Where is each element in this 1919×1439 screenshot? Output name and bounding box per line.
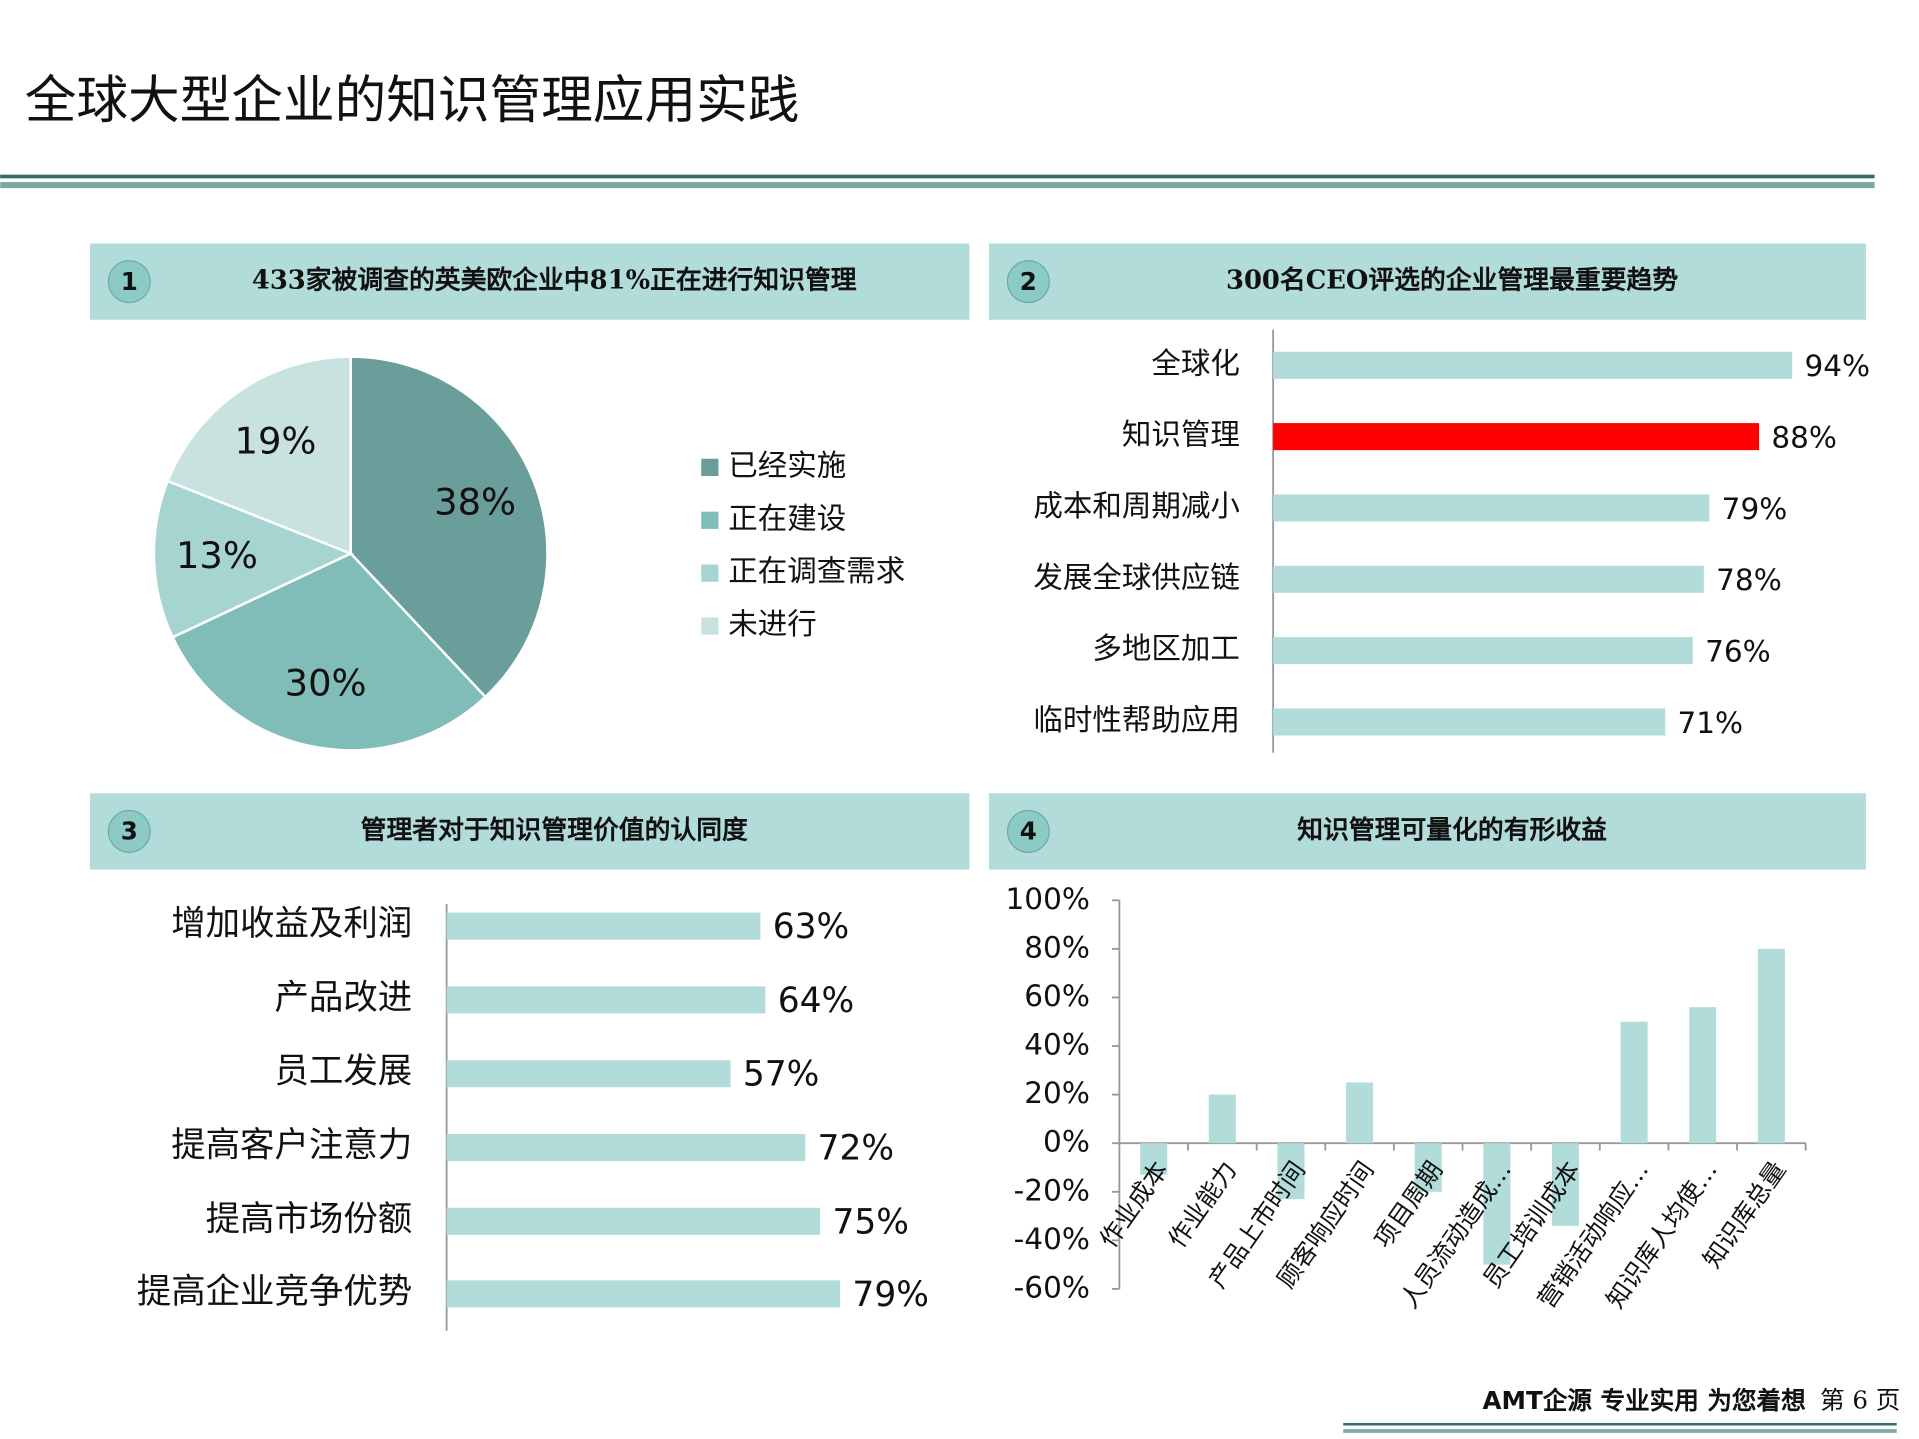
bar [1140,1143,1168,1175]
legend-swatch [701,617,719,635]
data-label: 57% [743,1055,820,1095]
bar [446,912,761,940]
category-label: 成本和周期减小 [1033,489,1240,523]
legend-label: 正在建设 [728,501,846,535]
bar [1273,494,1710,522]
legend-label: 正在调查需求 [728,554,905,588]
footer-page: 第 6 页 [1820,1386,1900,1415]
panel-title: 管理者对于知识管理价值的认同度 [361,814,748,845]
panel-number: 4 [1020,817,1037,846]
pie-slice [166,355,352,556]
bar [446,1060,731,1088]
panel-title: 433家被调查的英美欧企业中81%正在进行知识管理 [252,265,857,296]
y-tick-label: 20% [1024,1076,1090,1110]
category-label: 产品改进 [274,978,412,1018]
panel-title: 300名CEO评选的企业管理最重要趋势 [1226,265,1678,296]
data-label: 75% [833,1202,910,1242]
panel-number: 2 [1020,267,1037,296]
y-tick-label: 100% [1006,882,1090,916]
pie-slice [349,355,549,699]
data-label: 79% [852,1275,929,1315]
data-label: 76% [1705,635,1771,669]
rule [1343,1423,1897,1426]
bar [1551,1143,1580,1226]
bar [1273,637,1693,665]
panel-header [989,793,1866,870]
data-label: 71% [1678,706,1744,740]
footer-slogan: AMT企源 专业实用 为您着想 [1483,1386,1806,1415]
bar [1277,1143,1305,1200]
pie-slice [170,551,488,752]
bar [446,1207,821,1235]
data-label: 64% [778,981,855,1021]
bar [1414,1143,1442,1192]
panel-badge [107,809,151,853]
data-label: 94% [1805,349,1871,383]
bar [1757,948,1785,1144]
bar [1208,1094,1236,1144]
data-label: 13% [176,534,258,577]
y-tick-label: 0% [1043,1125,1090,1159]
data-label: 78% [1716,563,1782,597]
bar [1273,708,1666,736]
category-label: 全球化 [1151,346,1240,380]
data-label: 19% [234,419,316,462]
category-label: 临时性帮助应用 [1033,703,1240,737]
y-tick-label: 60% [1024,979,1090,1013]
bar [1483,1143,1511,1265]
category-label: 提高市场份额 [206,1199,413,1239]
legend-swatch [701,564,719,582]
rule [0,174,1875,179]
bar [1689,1007,1717,1144]
category-label: 多地区加工 [1092,632,1240,666]
panel-badge [107,260,151,304]
rule [0,182,1875,189]
data-label: 72% [818,1128,895,1168]
panel-number: 3 [121,817,138,846]
data-label: 30% [285,661,367,704]
category-label: 提高客户注意力 [171,1126,412,1166]
category-label: 增加收益及利润 [171,904,412,944]
category-label: 员工发展 [274,1052,412,1092]
data-label: 38% [434,481,516,524]
panel-header [89,793,970,870]
panel-badge [1006,260,1050,304]
bar [1273,565,1704,593]
panel-header [989,243,1866,320]
data-label: 88% [1771,421,1837,455]
page-title: 全球大型企业的知识管理应用实践 [25,71,800,131]
y-tick-label: 40% [1024,1028,1090,1062]
panel-title: 知识管理可量化的有形收益 [1297,814,1607,845]
x-tick-label: 作业成本 [1094,1156,1174,1253]
y-tick-label: -60% [1014,1270,1090,1304]
category-label: 知识管理 [1122,418,1240,452]
bar [446,1280,841,1308]
y-tick-label: -40% [1014,1222,1090,1256]
y-tick-label: -20% [1014,1173,1090,1207]
bar [1620,1021,1648,1144]
panel-header [89,243,970,320]
legend-label: 未进行 [728,607,817,641]
category-label: 发展全球供应链 [1033,560,1240,594]
bar [1273,423,1760,451]
pie-slice [152,479,354,639]
bar [446,986,766,1014]
data-label: 63% [773,907,850,947]
bar [446,1133,806,1162]
bar [1346,1082,1374,1144]
y-tick-label: 80% [1024,930,1090,964]
category-label: 提高企业竞争优势 [137,1272,412,1312]
data-label: 79% [1722,492,1788,526]
panel-badge [1006,809,1050,853]
legend-swatch [701,458,719,476]
legend-label: 已经实施 [728,448,846,482]
rule [1343,1429,1897,1433]
panel-number: 1 [121,267,138,296]
legend-swatch [701,511,719,529]
bar [1273,351,1793,379]
